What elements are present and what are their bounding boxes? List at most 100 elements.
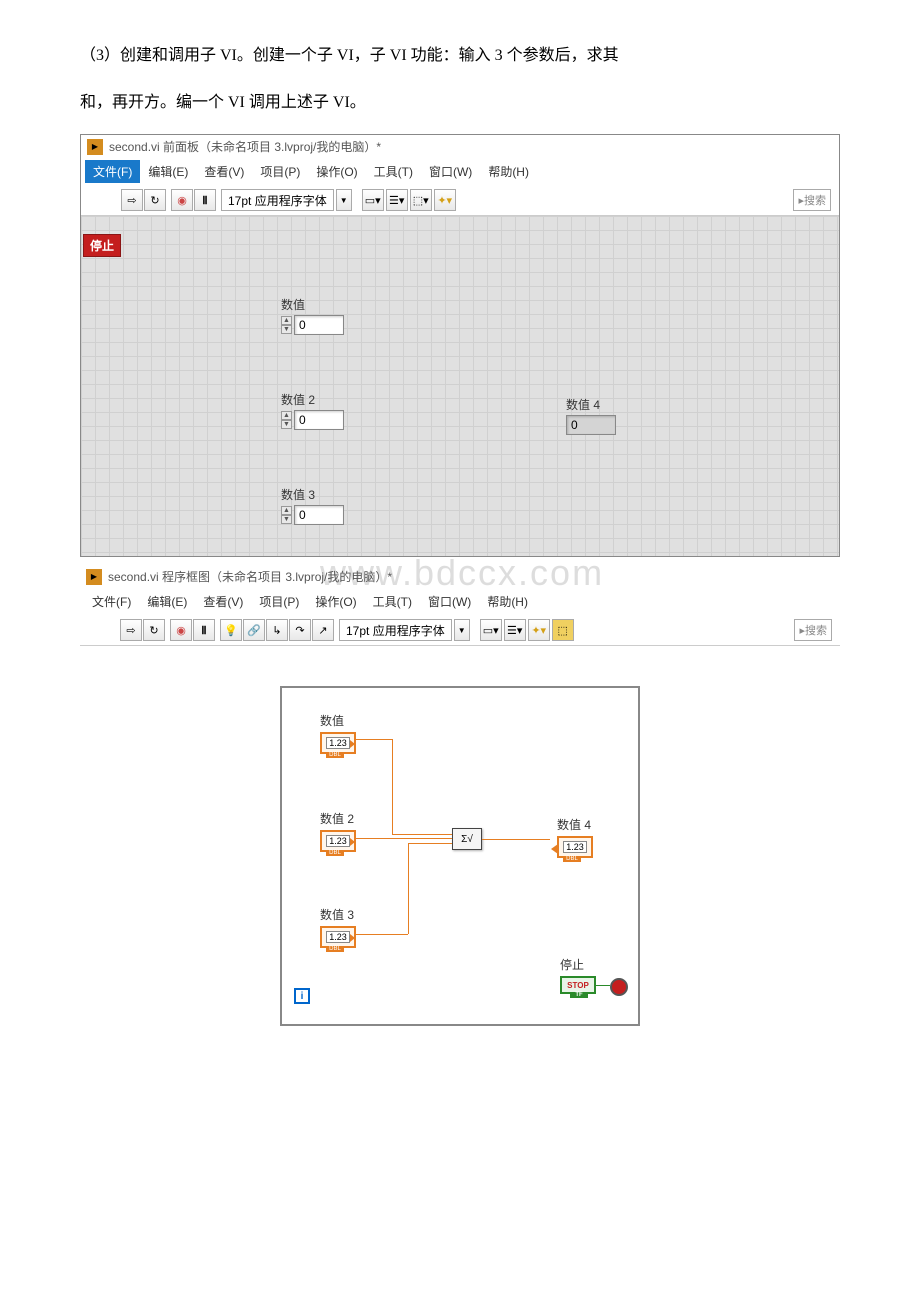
menubar-2: 文件(F) 编辑(E) 查看(V) 项目(P) 操作(O) 工具(T) 窗口(W… (80, 588, 840, 615)
bd-num4-terminal[interactable]: 1.23 DBL (557, 836, 593, 858)
distribute-button-2[interactable]: ☰▾ (504, 619, 526, 641)
run-continuous-button[interactable]: ↻ (144, 189, 166, 211)
window1-title: second.vi 前面板（未命名项目 3.lvproj/我的电脑）* (109, 138, 381, 155)
retain-wire-button[interactable]: 🔗 (243, 619, 265, 641)
numeric-1: 数值 ▲ ▼ 0 (281, 296, 344, 335)
search-placeholder-2: 搜索 (805, 622, 827, 638)
numeric-4-indicator: 0 (566, 415, 616, 435)
bd-stop: 停止 STOP TF (560, 956, 596, 994)
spinner-up-icon[interactable]: ▲ (281, 316, 292, 325)
font-dropdown[interactable]: ▼ (336, 189, 352, 211)
run-button[interactable]: ⇨ (121, 189, 143, 211)
window2-title: second.vi 程序框图（未命名项目 3.lvproj/我的电脑）* (108, 568, 392, 585)
wire (596, 985, 610, 986)
numeric-3-label: 数值 3 (281, 486, 344, 503)
step-into-button[interactable]: ↳ (266, 619, 288, 641)
bd-num3-terminal[interactable]: 1.23 DBL (320, 926, 356, 948)
resize-button[interactable]: ⬚▾ (410, 189, 432, 211)
spinner-down-icon[interactable]: ▼ (281, 515, 292, 524)
reorder-button-2[interactable]: ⬚ (552, 619, 574, 641)
menu-edit-2[interactable]: 编辑(E) (139, 590, 195, 613)
numeric-3-input[interactable]: 0 (294, 505, 344, 525)
menu-tools[interactable]: 工具(T) (366, 160, 421, 183)
font-selector-2[interactable]: 17pt 应用程序字体 (339, 619, 452, 641)
highlight-button[interactable]: 💡 (220, 619, 242, 641)
wire (392, 739, 393, 834)
pause-button-2[interactable]: Ⅱ (193, 619, 215, 641)
subvi-node[interactable]: Σ√ (452, 828, 482, 850)
labview-icon (87, 139, 103, 155)
spinner-up-icon[interactable]: ▲ (281, 506, 292, 515)
loop-condition-icon[interactable] (610, 978, 628, 996)
numeric-1-spinner[interactable]: ▲ ▼ (281, 316, 292, 334)
iteration-terminal[interactable]: i (294, 988, 310, 1004)
search-box-2[interactable]: ▸ 搜索 (794, 619, 832, 641)
stop-button-fp[interactable]: 停止 (83, 234, 121, 257)
step-out-button[interactable]: ↗ (312, 619, 334, 641)
bd-num1-value: 1.23 (326, 737, 350, 749)
align-button[interactable]: ▭▾ (362, 189, 384, 211)
titlebar-2: second.vi 程序框图（未命名项目 3.lvproj/我的电脑）* (80, 565, 840, 588)
reorder-button[interactable]: ✦▾ (434, 189, 456, 211)
numeric-3: 数值 3 ▲ ▼ 0 (281, 486, 344, 525)
menu-edit[interactable]: 编辑(E) (140, 160, 196, 183)
menu-view-2[interactable]: 查看(V) (195, 590, 251, 613)
menu-file[interactable]: 文件(F) (85, 160, 140, 183)
run-continuous-button-2[interactable]: ↻ (143, 619, 165, 641)
bd-numeric-1: 数值 1.23 DBL (320, 712, 356, 754)
numeric-1-input[interactable]: 0 (294, 315, 344, 335)
numeric-3-spinner[interactable]: ▲ ▼ (281, 506, 292, 524)
numeric-1-label: 数值 (281, 296, 344, 313)
bd-num2-terminal[interactable]: 1.23 DBL (320, 830, 356, 852)
toolbar-1: ⇨ ↻ ◉ Ⅱ 17pt 应用程序字体 ▼ ▭▾ ☰▾ ⬚▾ ✦▾ ▸ 搜索 (81, 185, 839, 216)
bd-stop-text: STOP (567, 981, 589, 990)
cleanup-button[interactable]: ✦▾ (528, 619, 550, 641)
wire (356, 934, 408, 935)
spinner-down-icon[interactable]: ▼ (281, 420, 292, 429)
font-selector[interactable]: 17pt 应用程序字体 (221, 189, 334, 211)
front-panel-window: second.vi 前面板（未命名项目 3.lvproj/我的电脑）* 文件(F… (80, 134, 840, 557)
numeric-2-spinner[interactable]: ▲ ▼ (281, 411, 292, 429)
run-button-2[interactable]: ⇨ (120, 619, 142, 641)
font-dropdown-2[interactable]: ▼ (454, 619, 470, 641)
bd-numeric-4: 数值 4 1.23 DBL (557, 816, 593, 858)
menu-project[interactable]: 项目(P) (252, 160, 308, 183)
wire (356, 838, 452, 839)
menu-view[interactable]: 查看(V) (196, 160, 252, 183)
wire (408, 843, 409, 934)
toolbar-2: ⇨ ↻ ◉ Ⅱ 💡 🔗 ↳ ↷ ↗ 17pt 应用程序字体 ▼ ▭▾ ☰▾ ✦▾… (80, 615, 840, 646)
menu-help[interactable]: 帮助(H) (480, 160, 537, 183)
menu-window-2[interactable]: 窗口(W) (420, 590, 479, 613)
problem-line-1: （3）创建和调用子 VI。创建一个子 VI，子 VI 功能：输入 3 个参数后，… (80, 40, 840, 72)
menu-file-2[interactable]: 文件(F) (84, 590, 139, 613)
align-button-2[interactable]: ▭▾ (480, 619, 502, 641)
problem-line-2: 和，再开方。编一个 VI 调用上述子 VI。 (80, 87, 840, 119)
menu-project-2[interactable]: 项目(P) (251, 590, 307, 613)
abort-button[interactable]: ◉ (171, 189, 193, 211)
search-box-1[interactable]: ▸ 搜索 (793, 189, 831, 211)
bd-num3-label: 数值 3 (320, 906, 356, 923)
numeric-4-label: 数值 4 (566, 396, 616, 413)
spinner-up-icon[interactable]: ▲ (281, 411, 292, 420)
step-over-button[interactable]: ↷ (289, 619, 311, 641)
menu-operate-2[interactable]: 操作(O) (307, 590, 364, 613)
menu-tools-2[interactable]: 工具(T) (365, 590, 420, 613)
menu-window[interactable]: 窗口(W) (421, 160, 480, 183)
wire (392, 834, 452, 835)
menu-help-2[interactable]: 帮助(H) (479, 590, 536, 613)
bd-num4-label: 数值 4 (557, 816, 593, 833)
numeric-2: 数值 2 ▲ ▼ 0 (281, 391, 344, 430)
numeric-2-input[interactable]: 0 (294, 410, 344, 430)
menu-operate[interactable]: 操作(O) (308, 160, 365, 183)
bd-num1-label: 数值 (320, 712, 356, 729)
distribute-button[interactable]: ☰▾ (386, 189, 408, 211)
abort-button-2[interactable]: ◉ (170, 619, 192, 641)
spinner-down-icon[interactable]: ▼ (281, 325, 292, 334)
bd-numeric-2: 数值 2 1.23 DBL (320, 810, 356, 852)
wire (482, 839, 550, 840)
bd-stop-terminal[interactable]: STOP TF (560, 976, 596, 994)
pause-button[interactable]: Ⅱ (194, 189, 216, 211)
bd-num1-terminal[interactable]: 1.23 DBL (320, 732, 356, 754)
wire (408, 843, 452, 844)
numeric-2-label: 数值 2 (281, 391, 344, 408)
